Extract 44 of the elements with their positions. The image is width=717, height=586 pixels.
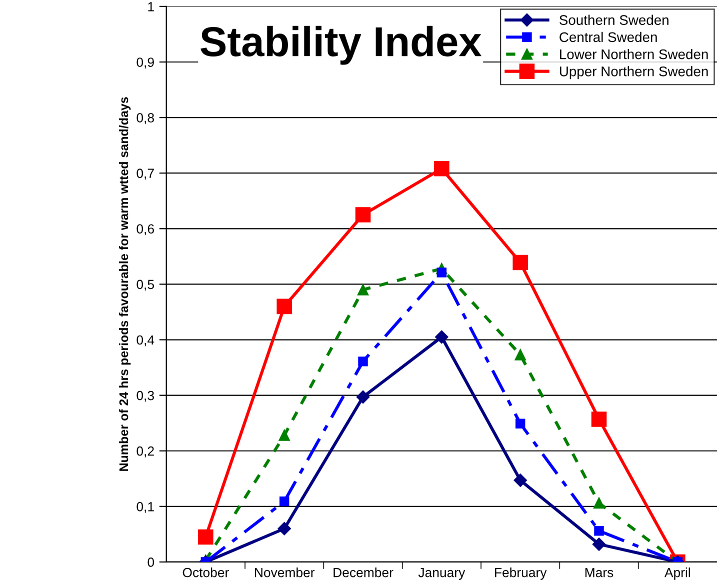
y-axis-title: Number of 24 hrs periods favourable for warm wtted sand/days (118, 97, 131, 471)
x-tick-label: December (334, 568, 394, 578)
x-tick-label: February (495, 568, 547, 580)
point (514, 474, 527, 487)
x-tick-label: January (418, 568, 466, 580)
point (358, 356, 368, 366)
chart-title: Stability Index (200, 26, 482, 65)
x-tick-label: April (664, 568, 690, 580)
point (434, 161, 450, 176)
point (357, 284, 369, 296)
point (515, 418, 526, 429)
y-tick-label: 0,5 (136, 280, 154, 291)
x-tick-label: Mars (585, 568, 614, 578)
point (435, 330, 448, 344)
y-tick-label: 0,3 (136, 390, 154, 402)
legend-label: Upper Northern Sweden (560, 66, 708, 80)
legend-label: Southern Sweden (560, 14, 668, 25)
x-tick-label: November (254, 568, 315, 578)
point (512, 254, 528, 270)
point (276, 298, 292, 314)
point (591, 412, 607, 427)
y-tick-label: 0,4 (136, 335, 154, 346)
y-tick-label: 0,7 (136, 168, 154, 180)
point (279, 496, 290, 506)
y-tick-label: 0,8 (136, 113, 154, 124)
point (514, 349, 526, 360)
point (592, 538, 606, 551)
legend-label: Lower Northern Sweden (560, 49, 708, 60)
point (594, 526, 604, 536)
legend-label: Central Sweden (560, 32, 657, 42)
point (278, 430, 290, 441)
y-tick-label: 0 (148, 558, 154, 567)
point (355, 207, 371, 222)
point (356, 390, 370, 404)
point (436, 268, 447, 278)
y-tick-label: 0,1 (136, 502, 154, 513)
point (593, 498, 605, 509)
point (198, 529, 214, 545)
x-tick-label: October (182, 568, 229, 578)
y-tick-label: 0,9 (136, 58, 154, 68)
point (278, 522, 291, 536)
y-tick-label: 0,6 (136, 224, 154, 236)
y-tick-label: 0,2 (136, 446, 154, 458)
y-tick-label: 1 (148, 2, 154, 12)
